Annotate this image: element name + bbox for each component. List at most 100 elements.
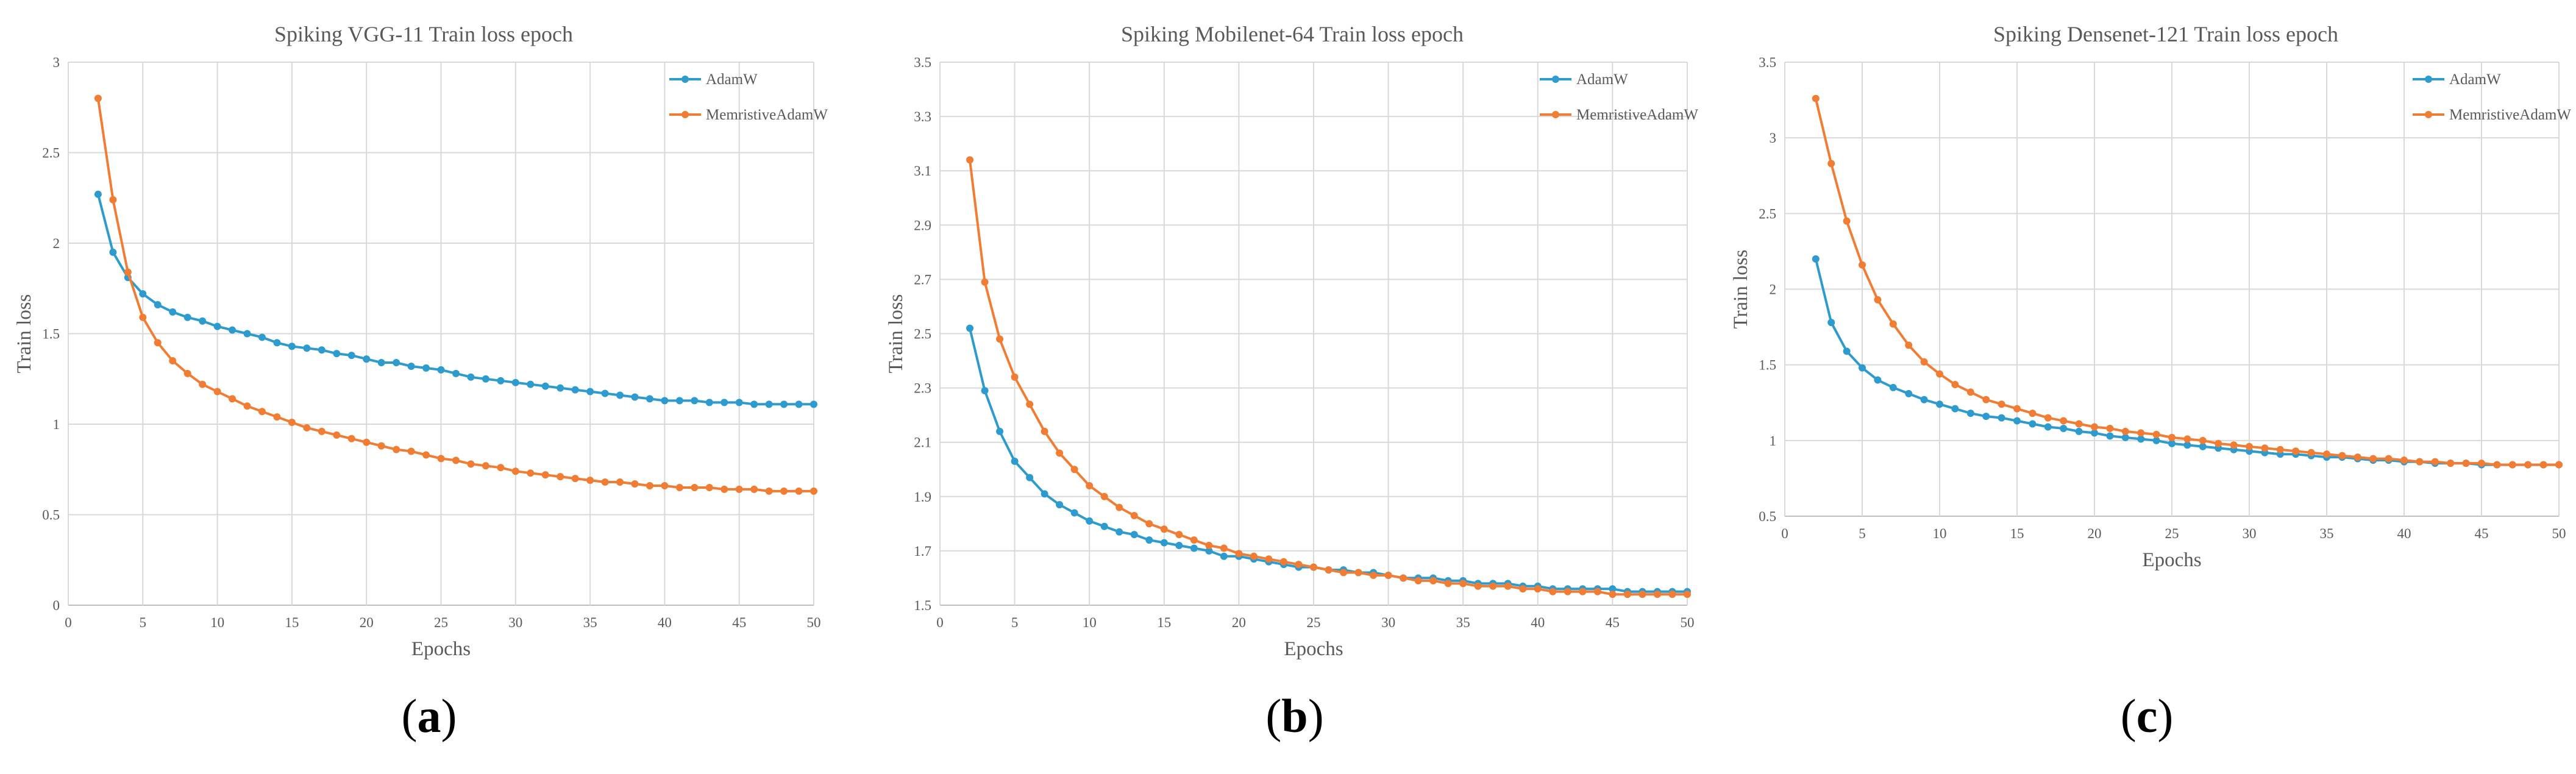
- data-point-adamw: [154, 300, 162, 308]
- data-point-memristive-adamw: [1579, 588, 1587, 595]
- data-point-adamw: [1205, 547, 1213, 555]
- x-tick-label: 0: [65, 615, 72, 630]
- data-point-memristive-adamw: [1205, 541, 1213, 549]
- data-point-memristive-adamw: [1220, 544, 1228, 552]
- data-point-memristive-adamw: [1564, 588, 1571, 595]
- data-point-adamw: [601, 389, 609, 397]
- panel-caption-a: (a): [401, 689, 457, 742]
- panel-c: Spiking Densenet-121 Train loss epoch 0.5…: [1718, 0, 2576, 774]
- y-tick-label: 2.5: [1759, 206, 1776, 221]
- data-point-adamw: [1175, 541, 1183, 549]
- data-point-memristive-adamw: [407, 447, 415, 455]
- data-point-memristive-adamw: [2462, 460, 2470, 467]
- data-point-memristive-adamw: [1843, 217, 1851, 225]
- data-point-memristive-adamw: [2447, 460, 2455, 467]
- data-point-adamw: [810, 400, 817, 408]
- x-tick-label: 20: [360, 615, 374, 630]
- data-point-adamw: [407, 362, 415, 370]
- data-point-memristive-adamw: [1100, 492, 1108, 500]
- legend-marker-adamw: [1552, 76, 1559, 83]
- data-point-memristive-adamw: [1966, 388, 1974, 396]
- data-point-adamw: [422, 364, 430, 372]
- data-point-memristive-adamw: [765, 487, 773, 495]
- chart-title: Spiking Densenet-121 Train loss epoch: [1993, 22, 2338, 46]
- series-line-memristive-adamw: [1814, 98, 2559, 466]
- legend-label-adamw: AdamW: [706, 71, 758, 88]
- data-point-adamw: [347, 352, 355, 360]
- data-point-memristive-adamw: [1056, 449, 1064, 457]
- panel-a: Spiking VGG-11 Train loss epoch 0 0.5 1 1.5 2…: [0, 0, 858, 774]
- y-tick-label: 2.7: [914, 272, 931, 287]
- data-point-adamw: [966, 324, 974, 332]
- data-point-memristive-adamw: [2075, 420, 2083, 428]
- data-point-memristive-adamw: [1130, 511, 1138, 519]
- data-point-memristive-adamw: [780, 487, 788, 495]
- data-point-adamw: [2044, 423, 2052, 431]
- data-point-memristive-adamw: [2276, 446, 2284, 453]
- data-point-memristive-adamw: [243, 402, 251, 410]
- data-point-memristive-adamw: [1086, 481, 1094, 489]
- data-point-adamw: [2121, 433, 2129, 441]
- x-tick-label: 30: [508, 615, 522, 630]
- data-point-memristive-adamw: [2385, 455, 2393, 463]
- data-point-memristive-adamw: [1384, 571, 1392, 579]
- legend-label-adamw: AdamW: [2449, 71, 2501, 88]
- x-tick-label: 40: [1531, 615, 1545, 630]
- data-point-memristive-adamw: [981, 278, 989, 286]
- data-point-memristive-adamw: [94, 94, 102, 102]
- data-point-memristive-adamw: [2261, 444, 2269, 452]
- data-point-memristive-adamw: [1653, 591, 1661, 598]
- data-point-adamw: [2060, 424, 2068, 432]
- data-point-adamw: [1827, 319, 1835, 327]
- data-point-adamw: [750, 400, 758, 408]
- y-axis-label: Train loss: [1730, 250, 1752, 329]
- data-point-memristive-adamw: [2555, 461, 2563, 469]
- data-point-adamw: [527, 380, 535, 388]
- data-point-memristive-adamw: [303, 424, 311, 431]
- chart-title: Spiking Mobilenet-64 Train loss epoch: [1121, 22, 1464, 46]
- y-tick-label: 2: [1770, 282, 1777, 297]
- data-point-adamw: [288, 343, 296, 350]
- data-point-adamw: [1982, 413, 1990, 421]
- data-point-memristive-adamw: [2029, 410, 2037, 417]
- data-point-memristive-adamw: [1519, 585, 1527, 593]
- y-tick-label: 0: [53, 598, 60, 613]
- x-tick-label: 25: [2165, 526, 2179, 541]
- data-point-adamw: [2199, 442, 2207, 450]
- chart-vgg11: Spiking VGG-11 Train loss epoch 0 0.5 1 1.5 2…: [13, 22, 828, 660]
- data-point-memristive-adamw: [661, 481, 669, 489]
- y-tick-label: 3.1: [914, 163, 931, 179]
- data-point-memristive-adamw: [1414, 577, 1422, 584]
- y-tick-label: 3.5: [914, 55, 931, 70]
- y-tick-label: 2.9: [914, 218, 931, 233]
- data-point-adamw: [1951, 405, 1959, 413]
- data-point-memristive-adamw: [467, 460, 475, 468]
- y-tick-label: 3.5: [1759, 55, 1776, 70]
- data-point-memristive-adamw: [2338, 452, 2346, 460]
- data-point-memristive-adamw: [139, 313, 147, 321]
- data-point-memristive-adamw: [735, 485, 743, 493]
- data-point-memristive-adamw: [1668, 591, 1676, 598]
- data-point-memristive-adamw: [2044, 414, 2052, 422]
- data-point-memristive-adamw: [2508, 461, 2516, 469]
- data-point-adamw: [720, 399, 728, 407]
- data-point-memristive-adamw: [2168, 433, 2176, 441]
- data-point-memristive-adamw: [377, 442, 385, 450]
- data-point-memristive-adamw: [422, 451, 430, 459]
- data-point-adamw: [1874, 376, 1882, 384]
- data-point-adamw: [2152, 436, 2160, 444]
- data-point-memristive-adamw: [2152, 430, 2160, 438]
- data-point-memristive-adamw: [1310, 563, 1317, 571]
- data-point-adamw: [1041, 490, 1048, 498]
- data-point-memristive-adamw: [1011, 373, 1019, 381]
- legend-marker-memristive-adamw: [2425, 111, 2432, 118]
- x-tick-label: 35: [583, 615, 597, 630]
- data-point-memristive-adamw: [795, 487, 803, 495]
- data-point-adamw: [393, 359, 400, 367]
- data-point-memristive-adamw: [586, 477, 594, 485]
- data-point-memristive-adamw: [2215, 439, 2222, 447]
- data-point-memristive-adamw: [2539, 461, 2547, 469]
- data-point-adamw: [229, 326, 237, 334]
- data-point-adamw: [1220, 552, 1228, 560]
